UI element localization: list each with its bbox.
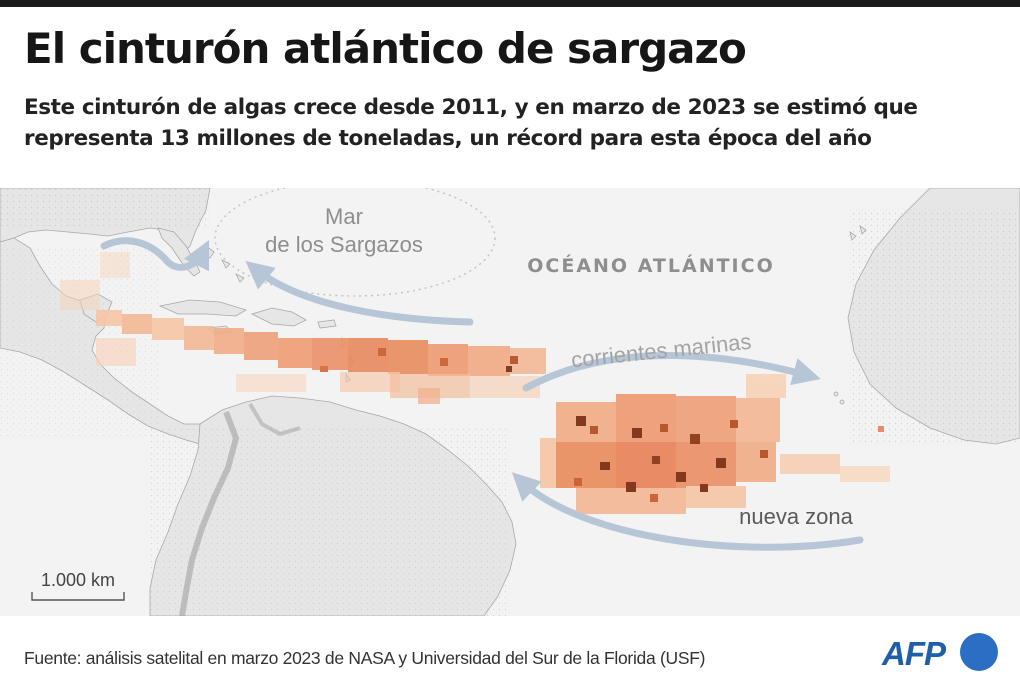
sargassum-belt-piece [244, 332, 278, 360]
sargassum-new-zone-piece [736, 398, 780, 442]
afp-logo-dot [960, 633, 998, 671]
sargassum-belt-piece [100, 252, 130, 278]
sargassum-new-zone-piece [616, 394, 676, 442]
caribbean-islands-piece [839, 399, 845, 405]
scale-bar-piece [31, 592, 125, 601]
sargassum-new-zone-piece [574, 478, 582, 486]
sargassum-belt-piece [278, 338, 312, 368]
sargassum-new-zone [540, 374, 890, 514]
sargassum-new-zone-piece [632, 428, 642, 438]
new-zone-label: nueva zona [739, 504, 854, 529]
sargassum-new-zone-piece [600, 462, 610, 470]
sargassum-belt-piece [440, 358, 448, 366]
sargassum-new-zone-piece [730, 420, 738, 428]
caribbean-islands-piece [158, 299, 247, 317]
sargassum-belt-piece [388, 340, 428, 374]
caribbean-islands-piece [235, 273, 245, 283]
sargassum-new-zone-piece [626, 482, 636, 492]
sargassum-belt-piece [320, 366, 328, 372]
sargassum-belt-piece [378, 348, 386, 356]
sargassum-new-zone-piece [780, 454, 840, 474]
ocean-label: OCÉANO ATLÁNTICO [527, 254, 774, 277]
sargassum-belt-piece [506, 366, 512, 372]
sargassum-new-zone-piece [686, 486, 746, 508]
current-arrows-piece [245, 260, 474, 326]
sargassum-belt-piece [468, 346, 510, 376]
sargassum-new-zone-piece [590, 426, 598, 434]
scale-bar: 1.000 km [31, 570, 125, 601]
sargassum-new-zone-piece [576, 416, 586, 426]
sargassum-new-zone-piece [760, 450, 768, 458]
sargasso-sea-label-line2: de los Sargazos [265, 232, 423, 257]
sargassum-new-zone-piece [676, 396, 736, 442]
sargassum-belt-piece [152, 318, 184, 340]
sargassum-belt-piece [214, 328, 244, 354]
sargassum-belt-piece [184, 326, 214, 350]
afp-logo-text: AFP [882, 635, 946, 672]
sargassum-belt-piece [470, 376, 540, 398]
sargasso-sea-outline [214, 188, 496, 297]
sargassum-new-zone-piece [652, 456, 660, 464]
sargassum-belt-piece [418, 388, 440, 404]
sargassum-belt-piece [60, 280, 100, 310]
sargassum-new-zone-piece [660, 424, 668, 432]
afp-logo: AFP [882, 630, 1002, 676]
sargassum-new-zone-piece [650, 494, 658, 502]
caribbean-islands-piece [833, 391, 839, 397]
scale-bar-label: 1.000 km [41, 570, 115, 590]
caribbean-islands-piece [859, 225, 867, 235]
sargasso-sea-label-line1: Mar [325, 204, 363, 229]
sargassum-new-zone-piece [840, 466, 890, 482]
sargassum-new-zone-piece [878, 426, 884, 432]
sargassum-map: Mar de los Sargazos OCÉANO ATLÁNTICO cor… [0, 188, 1020, 616]
sargassum-belt-piece [340, 372, 400, 392]
sargassum-new-zone-piece [690, 434, 700, 444]
sargassum-new-zone-piece [716, 458, 726, 468]
current-arrows-piece [100, 237, 210, 272]
sargassum-new-zone-piece [700, 484, 708, 492]
sargassum-belt-piece [236, 374, 306, 392]
caribbean-islands-piece [317, 319, 337, 329]
page-title: El cinturón atlántico de sargazo [24, 24, 747, 73]
caribbean-islands-piece [221, 259, 231, 269]
current-arrows [100, 237, 864, 551]
sargassum-new-zone-piece [676, 472, 686, 482]
source-note: Fuente: análisis satelital en marzo 2023… [24, 648, 706, 668]
sargassum-new-zone-piece [616, 442, 676, 490]
caribbean-islands-piece [849, 231, 857, 241]
sargassum-belt [60, 252, 546, 404]
current-arrows-piece [522, 351, 821, 392]
sargassum-new-zone-piece [576, 488, 686, 514]
sargassum-new-zone-piece [540, 438, 556, 488]
current-arrows-piece [511, 472, 864, 551]
top-rule [0, 0, 1020, 7]
sargassum-new-zone-piece [736, 442, 776, 482]
sargassum-belt-piece [510, 356, 518, 364]
caribbean-islands-piece [250, 307, 307, 327]
sargassum-belt-piece [96, 310, 122, 326]
sargassum-belt-piece [312, 338, 348, 370]
sargassum-new-zone-piece [746, 374, 786, 398]
sargassum-belt-piece [96, 338, 136, 366]
sargassum-belt-piece [122, 314, 152, 334]
page-subtitle: Este cinturón de algas crece desde 2011,… [24, 95, 918, 151]
